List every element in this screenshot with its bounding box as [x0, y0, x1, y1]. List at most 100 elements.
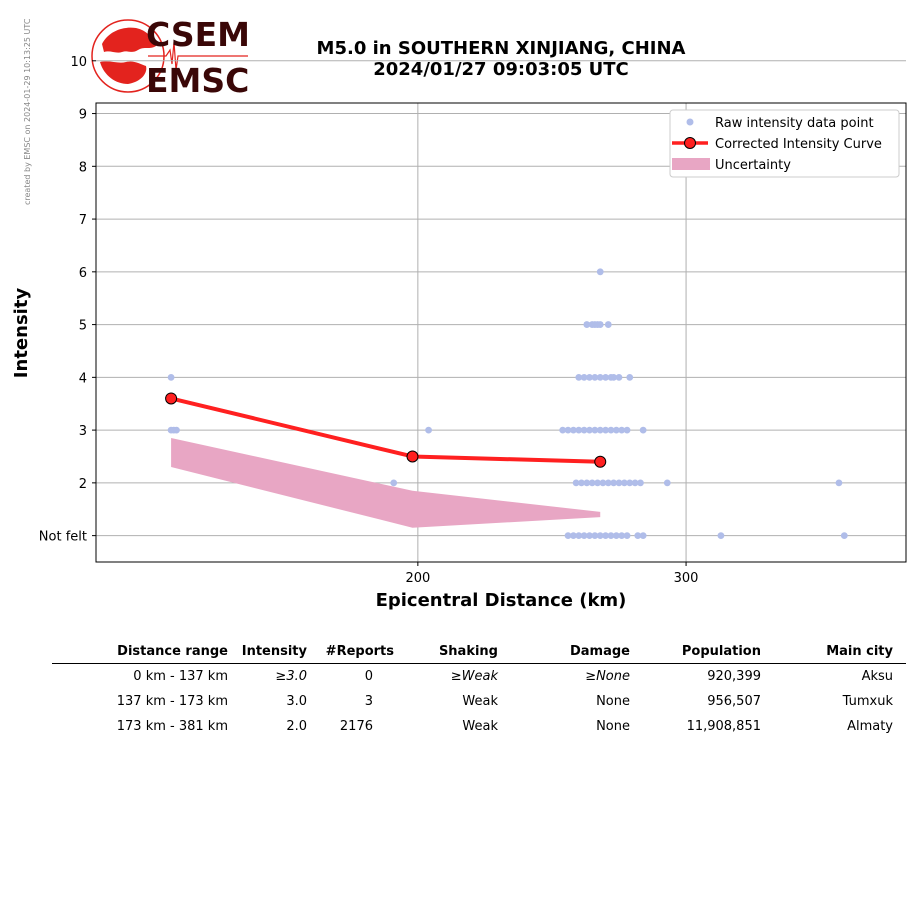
raw-data-point	[580, 426, 588, 434]
raw-data-point	[602, 532, 610, 540]
raw-data-point	[390, 479, 398, 487]
legend: Raw intensity data point Corrected Inten…	[669, 109, 900, 178]
raw-data-point	[564, 426, 572, 434]
x-tick-label: 300	[674, 571, 699, 586]
raw-data-point	[631, 479, 639, 487]
raw-data-point	[607, 426, 615, 434]
y-axis-label: Intensity	[11, 288, 32, 379]
table-row: 0 km - 137 km ≥3.0 0 ≥Weak ≥None 920,399…	[52, 664, 906, 690]
raw-data-point	[591, 373, 599, 381]
raw-data-point	[626, 373, 634, 381]
cell-population: 956,507	[707, 694, 761, 709]
col-intensity: Intensity	[228, 640, 307, 664]
raw-data-point	[626, 479, 634, 487]
raw-data-point	[663, 479, 671, 487]
col-distance-range: Distance range	[52, 640, 228, 664]
raw-data-point	[607, 532, 615, 540]
raw-points	[167, 268, 848, 540]
y-tick-label: 10	[70, 55, 87, 70]
raw-data-point	[610, 479, 618, 487]
raw-data-point	[594, 479, 601, 487]
legend-raw-label: Raw intensity data point	[715, 116, 874, 131]
col-population: Population	[630, 640, 761, 664]
raw-data-point	[602, 373, 610, 381]
col-reports: #Reports	[307, 640, 394, 664]
cell-damage: None	[596, 694, 630, 709]
curve-point	[594, 455, 607, 468]
raw-data-point	[639, 426, 647, 434]
cell-damage: None	[596, 719, 630, 734]
raw-data-point	[596, 268, 604, 276]
svg-text:CSEM: CSEM	[146, 16, 250, 54]
cell-city: Almaty	[847, 719, 893, 734]
raw-data-point	[620, 479, 628, 487]
plot-frame	[95, 102, 907, 563]
cell-intensity: 2.0	[286, 719, 307, 734]
raw-data-point	[173, 426, 180, 434]
cell-shaking: ≥Weak	[450, 669, 498, 684]
cell-reports: 2176	[339, 719, 373, 734]
raw-data-point	[586, 373, 593, 381]
cell-reports: 3	[364, 694, 373, 709]
raw-data-point	[623, 532, 631, 540]
raw-data-point	[612, 532, 620, 540]
raw-data-point	[575, 532, 583, 540]
raw-data-point	[618, 426, 626, 434]
raw-data-point	[572, 479, 580, 487]
y-tick-label: 9	[79, 108, 87, 123]
raw-data-point	[615, 479, 623, 487]
raw-data-point	[591, 532, 599, 540]
legend-curve-label: Corrected Intensity Curve	[715, 137, 882, 152]
raw-data-point	[596, 532, 604, 540]
y-tick-label: 4	[79, 371, 87, 386]
raw-data-point	[604, 321, 612, 328]
table-header-row: Distance range Intensity #Reports Shakin…	[52, 640, 906, 664]
intensity-chart: Not felt 2 3 4 5 6 7 8 9 10 200 300 Epicentral Dist…	[11, 55, 907, 611]
raw-data-point	[591, 426, 599, 434]
cell-intensity: 3.0	[286, 694, 307, 709]
legend-uncertainty-swatch	[672, 158, 710, 170]
raw-data-point	[596, 321, 604, 328]
raw-data-point	[588, 479, 596, 487]
raw-data-point	[639, 532, 647, 540]
intensity-table: Distance range Intensity #Reports Shakin…	[52, 640, 906, 739]
raw-data-point	[570, 532, 577, 540]
col-damage: Damage	[498, 640, 630, 664]
cell-population: 920,399	[707, 669, 761, 684]
raw-data-point	[610, 373, 618, 381]
col-main-city: Main city	[761, 640, 906, 664]
legend-raw-marker	[686, 118, 694, 126]
uncertainty-band	[171, 438, 601, 528]
raw-data-point	[578, 479, 585, 487]
raw-data-point	[717, 532, 725, 540]
y-tick-label: 5	[79, 319, 87, 334]
raw-data-point	[840, 532, 848, 540]
raw-data-point	[559, 426, 567, 434]
raw-data-point	[570, 426, 577, 434]
raw-data-point	[599, 479, 607, 487]
legend-uncertainty-label: Uncertainty	[715, 158, 791, 173]
x-axis-label: Epicentral Distance (km)	[376, 590, 627, 611]
raw-data-point	[425, 426, 432, 434]
cell-city: Aksu	[861, 669, 893, 684]
raw-data-point	[586, 532, 593, 540]
raw-data-point	[623, 426, 631, 434]
y-tick-label: 8	[79, 160, 87, 175]
raw-data-point	[575, 426, 583, 434]
csem-emsc-logo: CSEM EMSC	[88, 15, 254, 100]
raw-data-point	[575, 373, 583, 381]
cell-range: 0 km - 137 km	[133, 669, 228, 684]
raw-data-point	[596, 373, 604, 381]
raw-data-point	[586, 426, 593, 434]
cell-intensity: ≥3.0	[275, 669, 307, 684]
y-tick-label: 7	[79, 213, 87, 228]
raw-data-point	[580, 373, 588, 381]
y-tick-label: 6	[79, 266, 87, 281]
y-tick-label: Not felt	[39, 530, 87, 545]
raw-data-point	[596, 426, 604, 434]
cell-city: Tumxuk	[842, 694, 893, 709]
raw-data-point	[583, 321, 591, 328]
raw-data-point	[167, 373, 175, 381]
raw-data-point	[583, 479, 591, 487]
title-event: M5.0 in SOUTHERN XINJIANG, CHINA	[316, 38, 686, 59]
